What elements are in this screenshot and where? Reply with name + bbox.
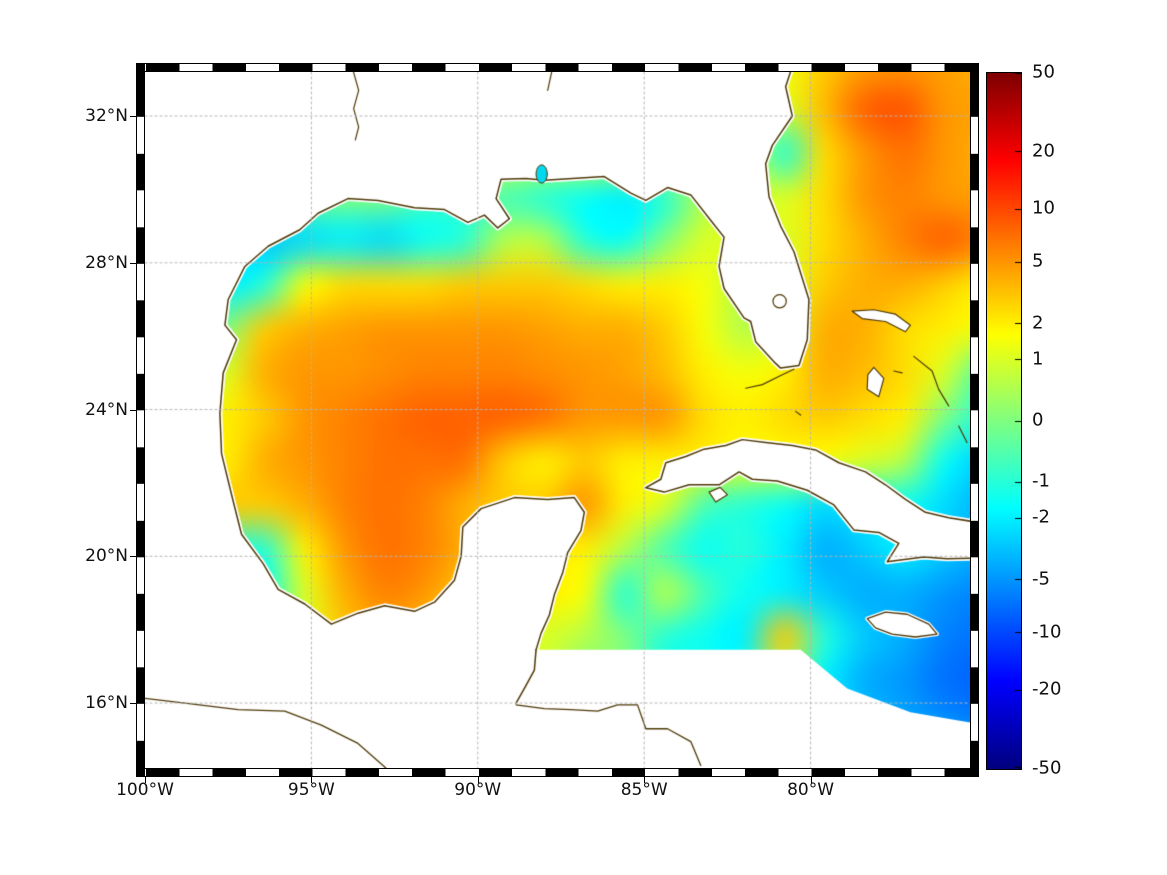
y-tick-mark (130, 116, 136, 118)
y-tick-label: 16°N (85, 693, 128, 714)
x-tick-mark (145, 777, 146, 783)
colorbar-tick-label: 20 (1032, 140, 1055, 162)
colorbar-tick-label: 0 (1032, 409, 1044, 431)
colorbar-tick-label: -1 (1032, 470, 1050, 492)
y-tick-mark (130, 703, 136, 705)
x-tick-label: 85°W (620, 780, 668, 800)
y-tick-mark (130, 556, 136, 558)
y-tick-label: 32°N (85, 106, 128, 127)
frame-corner (970, 63, 979, 72)
colorbar-tick-label: 1 (1032, 348, 1044, 370)
colorbar-tick-label: 50 (1032, 61, 1055, 83)
frame-corner (136, 63, 145, 72)
frame-corner (970, 768, 979, 777)
y-tick-label: 24°N (85, 399, 128, 420)
x-tick-label: 100°W (116, 780, 174, 800)
frame-corner (136, 768, 145, 777)
frame-stripe-bottom (136, 768, 979, 777)
x-tick-mark (477, 777, 479, 783)
colorbar-tick-label: -5 (1032, 568, 1050, 590)
colorbar (986, 72, 1022, 770)
colorbar-tick-label: -10 (1032, 621, 1062, 643)
x-tick-mark (644, 777, 646, 783)
x-tick-label: 90°W (454, 780, 502, 800)
frame-stripe-left (136, 72, 145, 768)
gulf-heatmap-canvas (145, 72, 970, 768)
y-tick-label: 28°N (85, 252, 128, 273)
y-tick-mark (130, 262, 136, 264)
frame-stripe-right (970, 72, 979, 768)
x-tick-mark (311, 777, 313, 783)
colorbar-tick-label: 10 (1032, 197, 1055, 219)
colorbar-tick-label: -20 (1032, 678, 1062, 700)
y-tick-mark (130, 409, 136, 411)
colorbar-tick-label: -50 (1032, 757, 1062, 779)
colorbar-tick-label: 5 (1032, 250, 1044, 272)
frame-stripe-top (136, 63, 979, 72)
x-tick-label: 80°W (787, 780, 835, 800)
colorbar-tick-label: -2 (1032, 506, 1050, 528)
x-tick-mark (810, 777, 812, 783)
y-tick-label: 20°N (85, 546, 128, 567)
colorbar-tick-label: 2 (1032, 312, 1044, 334)
x-tick-label: 95°W (287, 780, 335, 800)
